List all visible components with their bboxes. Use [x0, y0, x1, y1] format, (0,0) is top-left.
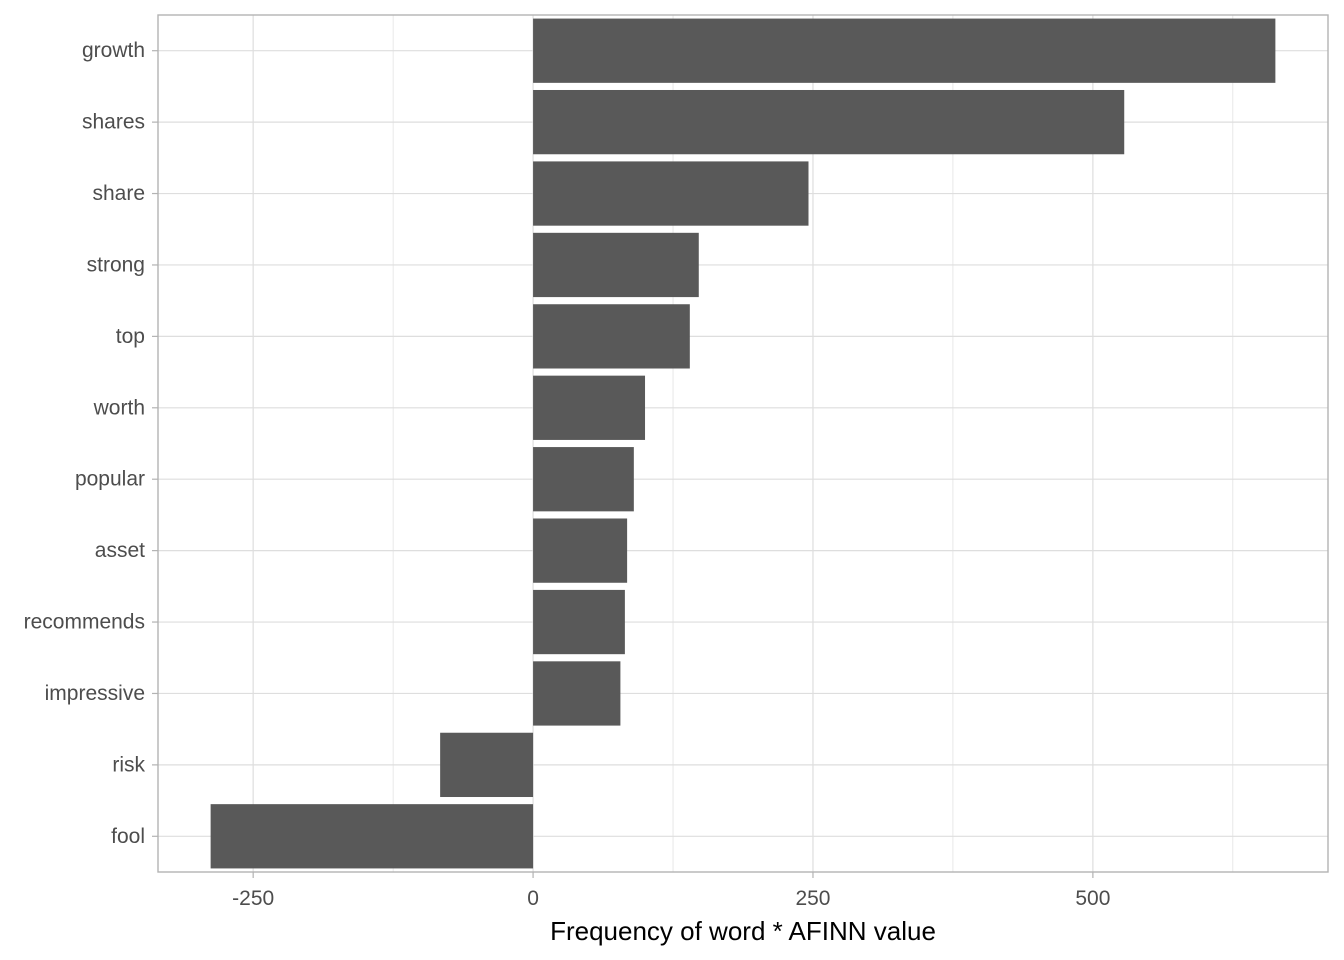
bar-fool: [210, 804, 534, 869]
y-tick-label: top: [116, 325, 145, 348]
y-tick-label: fool: [111, 825, 145, 848]
bars: [210, 18, 1276, 869]
y-tick-label: popular: [75, 468, 145, 491]
bar-growth: [533, 18, 1276, 83]
y-tick-label: impressive: [45, 682, 145, 705]
bar-share: [533, 161, 809, 226]
bar-recommends: [533, 589, 625, 655]
x-axis: -250 0 250 500: [232, 872, 1110, 910]
y-tick-label: shares: [82, 111, 145, 134]
grid-lines: [158, 15, 1328, 872]
y-tick-label: risk: [112, 753, 145, 776]
bar-impressive: [533, 661, 621, 726]
y-tick-label: strong: [87, 253, 145, 276]
y-tick-label: worth: [93, 396, 145, 419]
bar-worth: [533, 375, 646, 440]
x-tick-label: 500: [1075, 887, 1110, 910]
bar-shares: [533, 89, 1125, 155]
y-tick-label: recommends: [24, 611, 145, 634]
bar-risk: [440, 732, 534, 798]
bar-top: [533, 304, 690, 369]
y-axis: growth shares share strong top worth popular as…: [24, 39, 158, 848]
x-tick-label: 250: [795, 887, 830, 910]
bar-asset: [533, 518, 628, 583]
x-tick-label: -250: [232, 887, 274, 910]
bar-strong: [533, 232, 699, 298]
y-tick-label: share: [92, 182, 145, 205]
y-tick-label: growth: [82, 39, 145, 62]
panel-border: [157, 14, 1329, 873]
y-tick-label: asset: [95, 539, 145, 562]
bar-popular: [533, 447, 634, 512]
x-tick-label: 0: [527, 887, 539, 910]
x-axis-title: Frequency of word * AFINN value: [550, 916, 936, 946]
